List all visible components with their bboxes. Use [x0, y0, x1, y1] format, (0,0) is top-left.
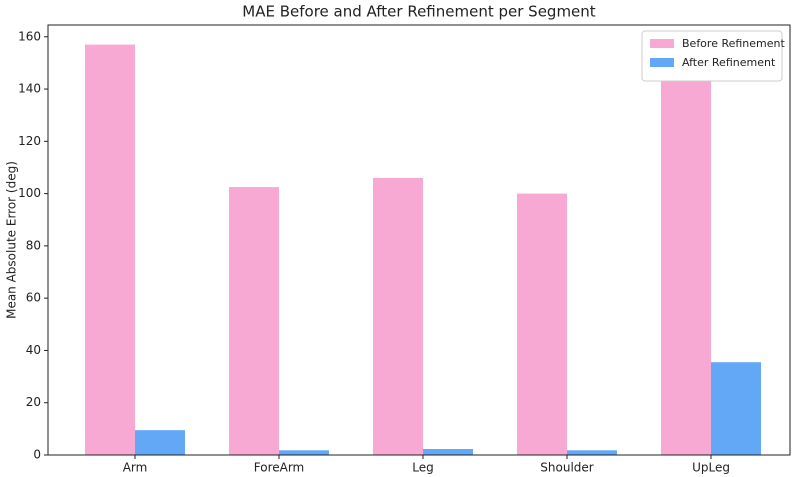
x-tick-label: ForeArm — [254, 461, 305, 475]
x-tick-label: Leg — [412, 461, 433, 475]
legend-text: Before Refinement — [682, 37, 786, 50]
bar — [711, 362, 761, 455]
bar — [661, 70, 711, 455]
plot-frame — [47, 24, 791, 456]
y-tick-label: 40 — [26, 343, 41, 357]
legend-swatch — [650, 39, 674, 48]
bar — [135, 430, 185, 455]
bar — [85, 44, 135, 456]
y-tick-label: 20 — [26, 395, 41, 409]
y-tick-label: 120 — [18, 134, 41, 148]
bar — [517, 193, 567, 456]
y-tick-label: 0 — [33, 448, 41, 462]
y-tick-label: 140 — [18, 82, 41, 96]
x-tick-label: Arm — [123, 461, 148, 475]
legend-text: After Refinement — [682, 56, 776, 69]
bar — [423, 448, 473, 455]
chart-title: MAE Before and After Refinement per Segm… — [242, 3, 595, 21]
y-tick-label: 80 — [26, 238, 41, 252]
y-tick-label: 60 — [26, 291, 41, 305]
y-axis-label: Mean Absolute Error (deg) — [5, 161, 19, 319]
y-tick-label: 100 — [18, 186, 41, 200]
y-tick-label: 160 — [18, 29, 41, 43]
x-tick-label: UpLeg — [692, 461, 730, 475]
legend-swatch — [650, 58, 674, 67]
bar — [279, 450, 329, 455]
bar — [229, 187, 279, 455]
legend-box — [641, 30, 783, 82]
bar — [373, 177, 423, 455]
x-tick-label: Shoulder — [540, 461, 594, 475]
bar — [567, 450, 617, 455]
